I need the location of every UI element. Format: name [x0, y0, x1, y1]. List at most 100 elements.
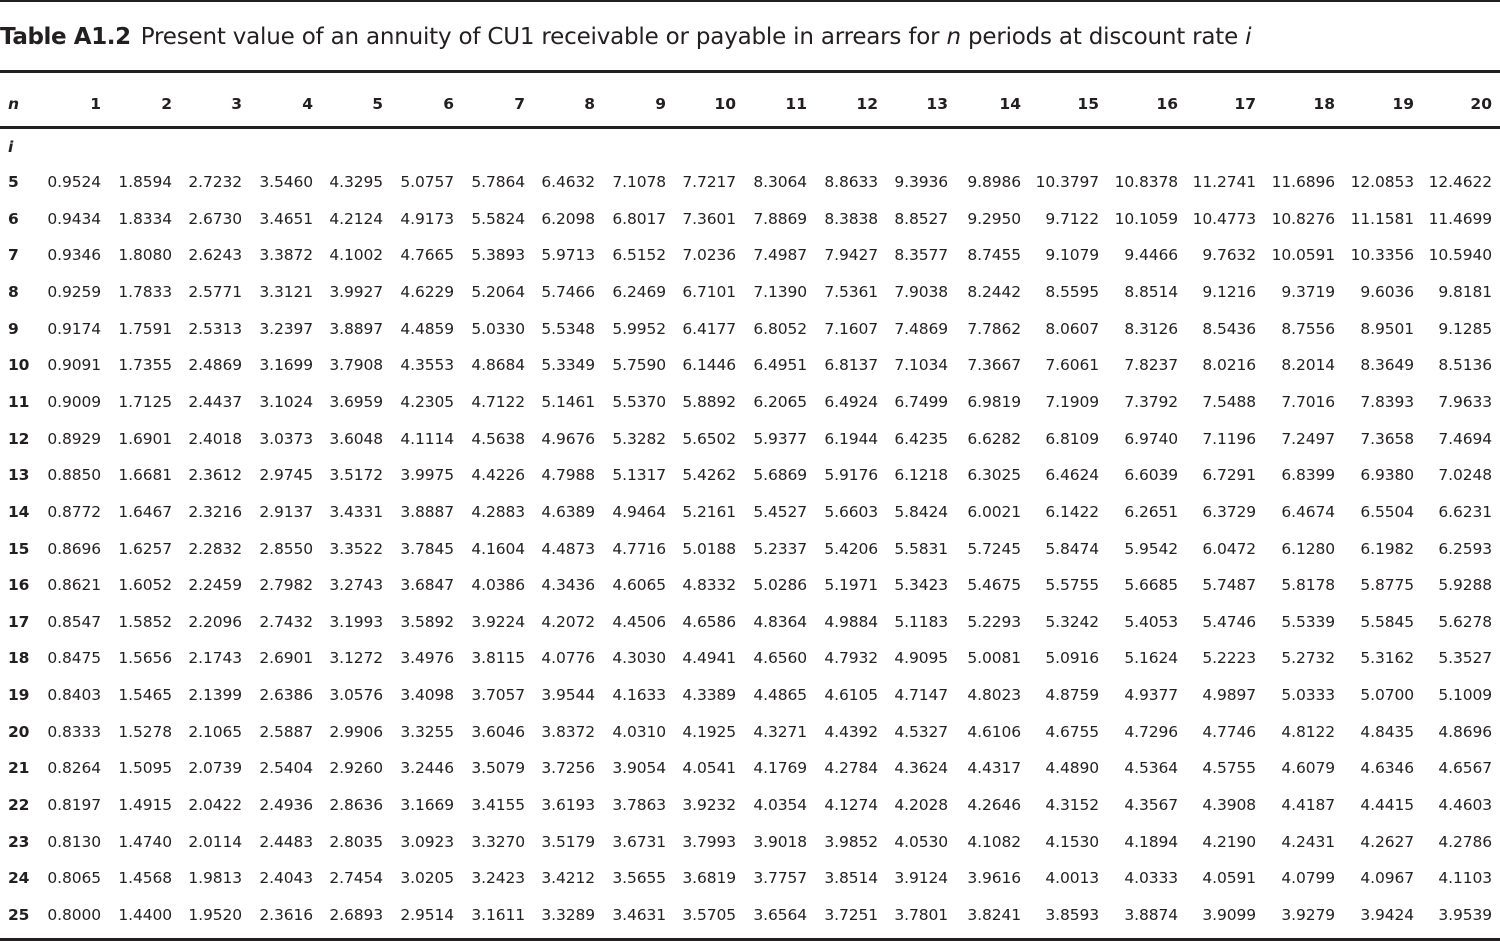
table-cell: 2.1065 — [188, 722, 242, 741]
table-cell: 5.4053 — [1124, 612, 1178, 631]
table-cell: 8.3126 — [1124, 319, 1178, 338]
table-cell: 6.2469 — [612, 282, 666, 301]
table-cell: 8.7556 — [1281, 319, 1335, 338]
table-cell: 7.4869 — [894, 319, 948, 338]
column-header: 19 — [1392, 95, 1414, 113]
table-cell: 4.1604 — [471, 539, 525, 558]
table-cell: 4.1925 — [682, 722, 736, 741]
table-cell: 0.8929 — [47, 429, 101, 448]
table-cell: 4.3295 — [329, 173, 383, 191]
table-cell: 3.9544 — [541, 686, 595, 705]
row-header-rate: 12 — [8, 429, 30, 448]
table-cell: 4.5364 — [1124, 759, 1178, 778]
column-header: 20 — [1470, 95, 1492, 113]
table-cell: 4.6106 — [967, 722, 1021, 741]
table-cell: 3.3522 — [329, 539, 383, 558]
table-cell: 7.8393 — [1360, 392, 1414, 411]
table-cell: 6.1982 — [1360, 539, 1414, 558]
table-cell: 5.7590 — [612, 356, 666, 375]
table-cell: 3.7863 — [612, 796, 666, 815]
table-cell: 0.9091 — [47, 356, 101, 375]
table-cell: 2.0422 — [188, 796, 242, 815]
table-cell: 1.4400 — [118, 906, 172, 924]
column-header: 3 — [231, 95, 242, 113]
table-cell: 5.6685 — [1124, 576, 1178, 595]
table-cell: 7.2497 — [1281, 429, 1335, 448]
row-header-rate: 25 — [8, 906, 30, 924]
table-cell: 2.0739 — [188, 759, 242, 778]
table-cell: 2.1743 — [188, 649, 242, 668]
table-cell: 5.1009 — [1438, 686, 1492, 705]
table-cell: 3.6847 — [400, 576, 454, 595]
table-cell: 2.9906 — [329, 722, 383, 741]
table-cell: 10.8276 — [1271, 209, 1336, 228]
row-header-rate: 11 — [8, 392, 30, 411]
table-cell: 6.3729 — [1202, 502, 1256, 521]
column-header: 2 — [161, 95, 172, 113]
table-cell: 1.7355 — [118, 356, 172, 375]
table-cell: 4.3908 — [1202, 796, 1256, 815]
table-cell: 6.1280 — [1281, 539, 1335, 558]
table-cell: 6.0472 — [1202, 539, 1256, 558]
table-cell: 3.7801 — [894, 906, 948, 924]
table-cell: 1.5095 — [118, 759, 172, 778]
table-cell: 6.7291 — [1202, 466, 1256, 485]
table-cell: 4.2786 — [1438, 832, 1492, 851]
table-cell: 4.4187 — [1281, 796, 1335, 815]
table-cell: 3.9616 — [967, 869, 1021, 888]
table-cell: 2.9745 — [259, 466, 313, 485]
table-cell: 11.1581 — [1350, 209, 1415, 228]
table-cell: 7.7862 — [967, 319, 1021, 338]
table-cell: 3.3270 — [471, 832, 525, 851]
table-cell: 5.1461 — [541, 392, 595, 411]
table-cell: 2.7982 — [259, 576, 313, 595]
table-cell: 6.2593 — [1438, 539, 1492, 558]
table-cell: 1.7833 — [118, 282, 172, 301]
table-cell: 8.7455 — [967, 246, 1021, 265]
table-row: 20 0.8333 1.5278 2.1065 2.5887 2.9906 3.3255 3.… — [0, 715, 1500, 749]
table-cell: 5.0188 — [682, 539, 736, 558]
table-cell: 3.6731 — [612, 832, 666, 851]
table-cell: 4.0591 — [1202, 869, 1256, 888]
table-cell: 0.8696 — [47, 539, 101, 558]
table-cell: 3.5079 — [471, 759, 525, 778]
table-cell: 4.7932 — [824, 649, 878, 668]
table-cell: 4.0386 — [471, 576, 525, 595]
table-cell: 3.9975 — [400, 466, 454, 485]
table-row: 21 0.8264 1.5095 2.0739 2.5404 2.9260 3.2446 3.… — [0, 751, 1500, 785]
table-cell: 3.6819 — [682, 869, 736, 888]
table-cell: 6.1422 — [1045, 502, 1099, 521]
table-cell: 3.2743 — [329, 576, 383, 595]
table-cell: 1.6052 — [118, 576, 172, 595]
table-cell: 3.1699 — [259, 356, 313, 375]
table-cell: 7.7217 — [682, 173, 736, 191]
table-cell: 3.0576 — [329, 686, 383, 705]
table-cell: 3.4098 — [400, 686, 454, 705]
table-cell: 10.5940 — [1428, 246, 1493, 265]
row-header-rate: 18 — [8, 649, 30, 668]
table-row: 25 0.8000 1.4400 1.9520 2.3616 2.6893 2.9514 3.… — [0, 898, 1500, 932]
table-cell: 7.7016 — [1281, 392, 1335, 411]
table-cell: 1.6257 — [118, 539, 172, 558]
table-cell: 7.5488 — [1202, 392, 1256, 411]
table-cell: 3.6193 — [541, 796, 595, 815]
table-cell: 0.9009 — [47, 392, 101, 411]
table-cell: 4.4873 — [541, 539, 595, 558]
column-header: 4 — [302, 95, 313, 113]
column-header: 7 — [514, 95, 525, 113]
table-cell: 4.6560 — [753, 649, 807, 668]
table-cell: 4.2784 — [824, 759, 878, 778]
table-cell: 9.8986 — [967, 173, 1021, 191]
table-cell: 3.9927 — [329, 282, 383, 301]
table-cell: 11.2741 — [1192, 173, 1257, 191]
table-row: 5 0.9524 1.8594 2.7232 3.5460 4.3295 5.0757 5.7… — [0, 165, 1500, 199]
table-cell: 6.4624 — [1045, 466, 1099, 485]
table-cell: 9.8181 — [1438, 282, 1492, 301]
column-header: 16 — [1156, 95, 1178, 113]
table-cell: 6.0021 — [967, 502, 1021, 521]
table-cell: 4.6586 — [682, 612, 736, 631]
table-cell: 8.8527 — [894, 209, 948, 228]
column-header: 8 — [584, 95, 595, 113]
table-cell: 0.8475 — [47, 649, 101, 668]
table-row: 17 0.8547 1.5852 2.2096 2.7432 3.1993 3.5892 3.… — [0, 605, 1500, 639]
